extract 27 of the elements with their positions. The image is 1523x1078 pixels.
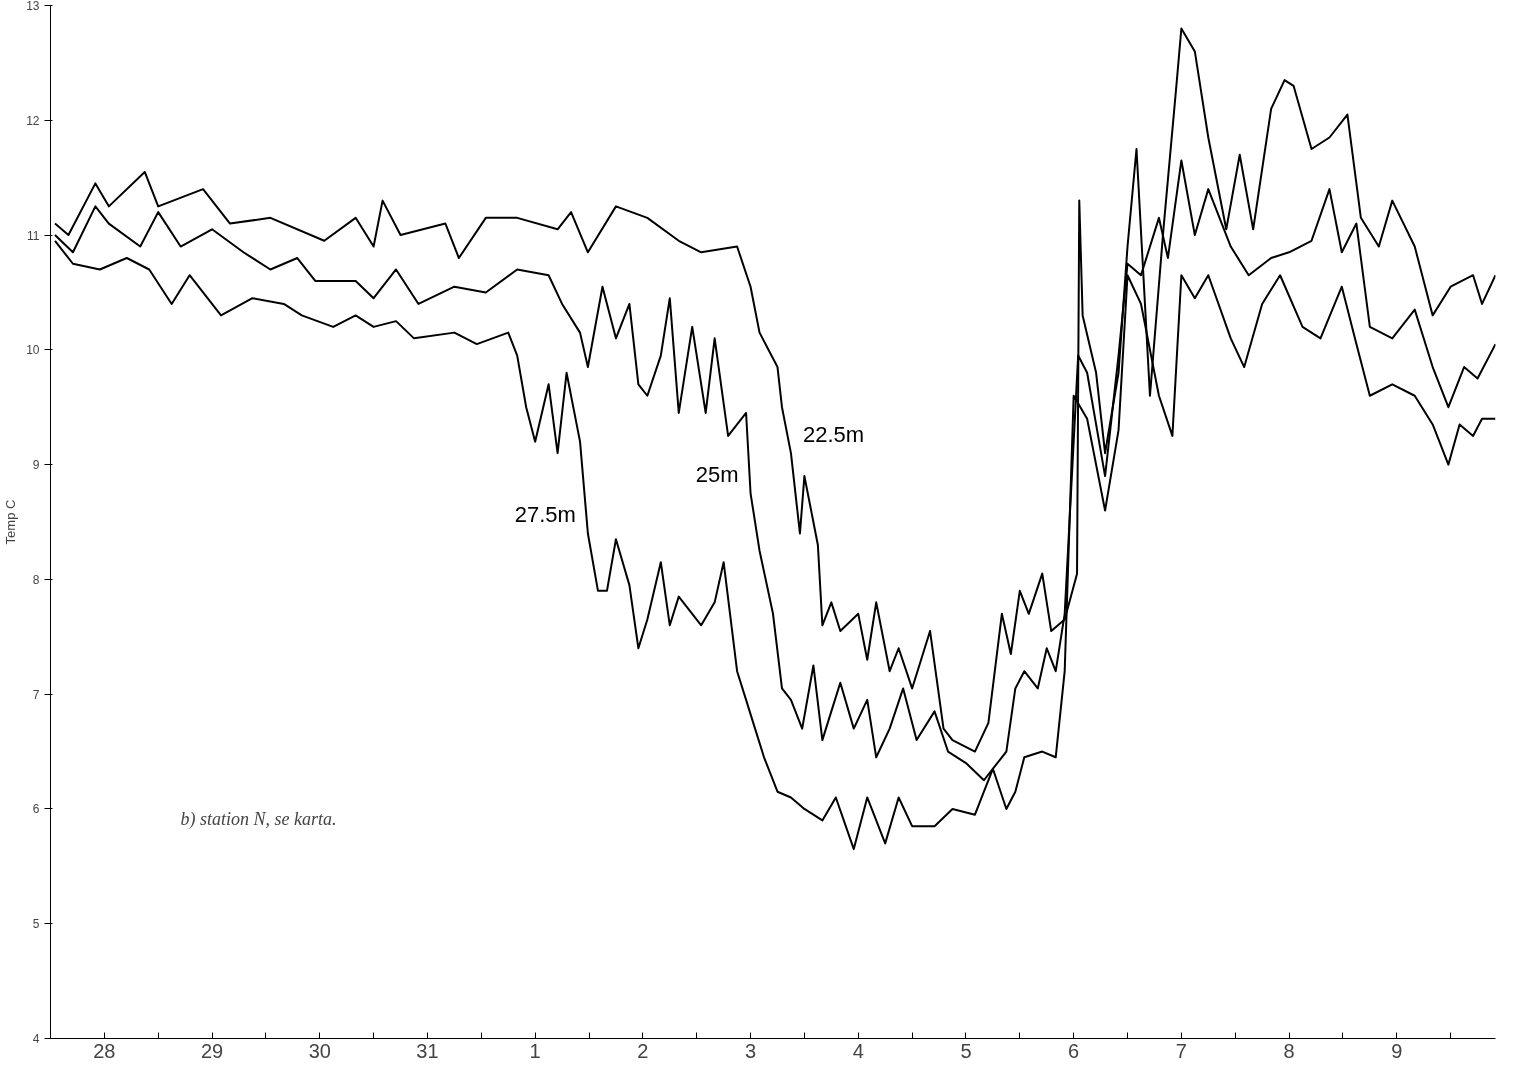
- y-tick-label: 12: [26, 113, 40, 128]
- series-label: 25m: [695, 462, 739, 488]
- x-tick-label: 4: [852, 1039, 864, 1062]
- x-tick-label: 29: [200, 1039, 224, 1062]
- series-label: 27.5m: [514, 502, 576, 528]
- x-tick-label: 8: [1283, 1039, 1295, 1062]
- series-label: 22.5m: [802, 422, 865, 448]
- x-tick-label: 7: [1175, 1039, 1187, 1062]
- y-tick-label: 5: [32, 917, 40, 932]
- y-tick-label: 10: [26, 343, 40, 358]
- x-tick-label: 1: [529, 1039, 541, 1062]
- y-tick-label: 11: [27, 228, 40, 243]
- y-tick-label: 13: [26, 0, 40, 13]
- x-tick-label: 3: [745, 1039, 757, 1062]
- x-tick-label: 5: [960, 1039, 972, 1062]
- x-tick-label: 2: [637, 1039, 649, 1062]
- y-tick-label: 6: [32, 802, 40, 817]
- annotation: b) station N, se karta.: [180, 808, 337, 830]
- y-tick-label: 9: [32, 458, 40, 473]
- x-tick-label: 31: [416, 1039, 439, 1062]
- y-tick-label: 7: [32, 687, 40, 702]
- y-axis-title: Temp C: [3, 499, 19, 545]
- x-tick-label: 9: [1391, 1039, 1403, 1062]
- x-tick-label: 30: [308, 1039, 331, 1062]
- x-tick-label: 6: [1068, 1039, 1080, 1062]
- x-tick-label: 28: [93, 1039, 116, 1062]
- y-tick-label: 8: [32, 572, 40, 587]
